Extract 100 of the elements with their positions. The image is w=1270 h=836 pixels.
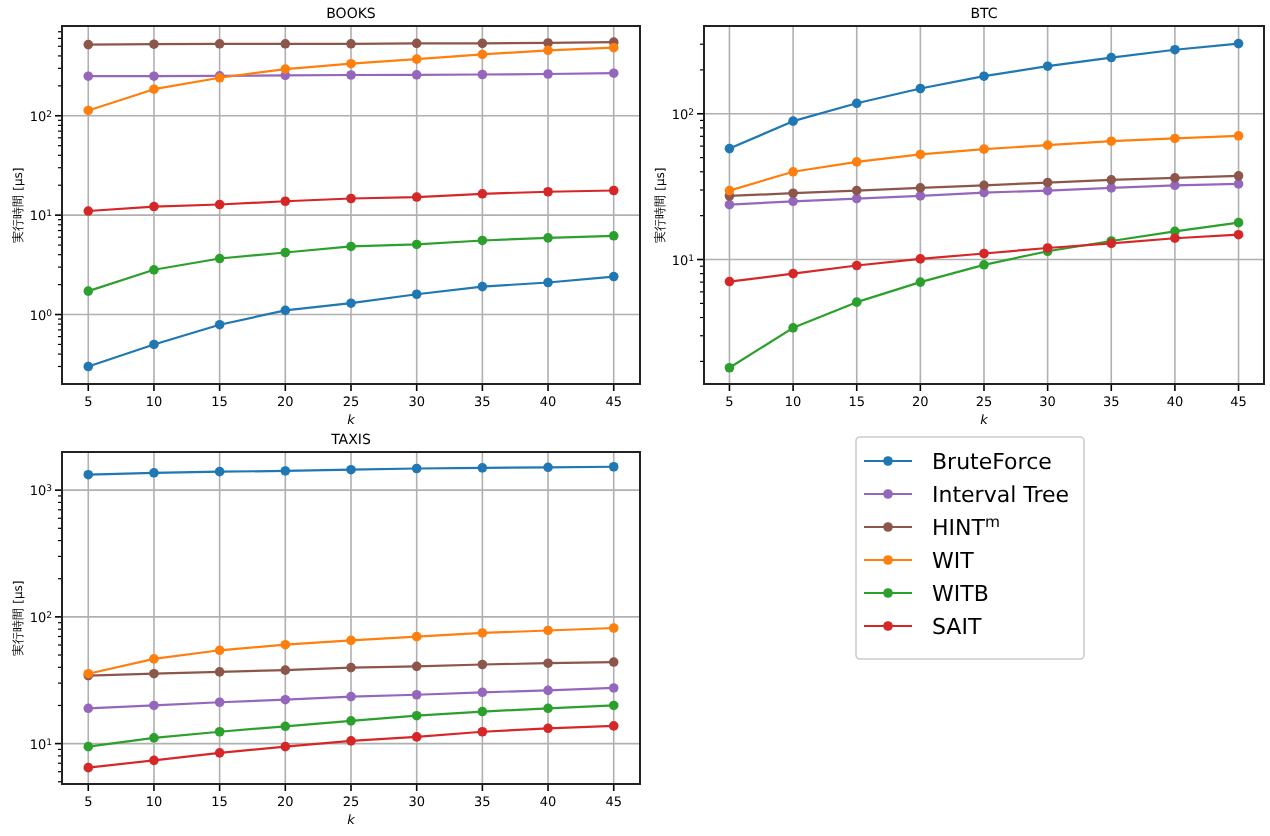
point	[83, 286, 94, 296]
point	[724, 199, 735, 210]
point	[851, 297, 862, 307]
point	[149, 264, 159, 275]
point	[1170, 173, 1180, 183]
point	[1042, 140, 1053, 150]
point	[543, 723, 553, 734]
point	[83, 206, 94, 216]
point	[214, 667, 225, 677]
point	[608, 185, 619, 196]
point	[411, 631, 422, 642]
point	[83, 741, 94, 752]
point	[280, 38, 291, 49]
point	[477, 49, 488, 60]
point	[411, 192, 422, 202]
point	[788, 268, 798, 279]
point	[608, 700, 619, 711]
point	[214, 697, 225, 708]
point	[83, 469, 94, 480]
point	[608, 68, 619, 78]
point	[214, 748, 225, 758]
point	[280, 305, 291, 316]
point	[543, 658, 553, 668]
point	[477, 659, 488, 670]
point	[608, 42, 619, 53]
point	[346, 691, 356, 702]
point	[477, 69, 488, 80]
point	[543, 462, 553, 473]
point	[608, 623, 619, 633]
point	[346, 38, 356, 49]
point	[1106, 175, 1117, 185]
point	[1106, 52, 1117, 63]
point	[214, 319, 225, 330]
point	[477, 726, 488, 737]
point	[83, 71, 94, 82]
point	[411, 463, 422, 474]
point	[346, 716, 356, 726]
point	[149, 654, 159, 664]
point	[280, 466, 291, 476]
point	[149, 339, 159, 350]
point	[411, 689, 422, 700]
point	[788, 166, 798, 177]
point	[214, 253, 225, 264]
point	[979, 248, 989, 259]
point	[214, 199, 225, 210]
point	[346, 736, 356, 746]
point	[788, 323, 798, 333]
point	[280, 247, 291, 258]
legend-label: WITB	[932, 581, 989, 607]
point	[608, 657, 619, 667]
point	[915, 277, 926, 287]
point	[608, 721, 619, 731]
point	[83, 105, 94, 116]
point	[1042, 177, 1053, 188]
point	[1233, 171, 1244, 181]
point	[788, 196, 798, 207]
point	[979, 180, 989, 191]
point	[411, 710, 422, 721]
point	[280, 196, 291, 207]
point	[214, 466, 225, 477]
point	[724, 185, 735, 196]
point	[543, 45, 553, 56]
point	[346, 662, 356, 673]
point	[477, 188, 488, 199]
point	[411, 38, 422, 49]
point	[149, 84, 159, 94]
point	[214, 726, 225, 737]
point	[83, 361, 94, 372]
point	[346, 193, 356, 204]
point	[149, 39, 159, 49]
point	[851, 157, 862, 167]
point	[83, 762, 94, 773]
legend-label: WIT	[932, 548, 975, 574]
point	[543, 233, 553, 243]
point	[788, 188, 798, 199]
point	[346, 241, 356, 252]
point	[724, 276, 735, 287]
point	[915, 183, 926, 193]
point	[1042, 61, 1053, 71]
point	[214, 645, 225, 656]
point	[83, 39, 94, 50]
point	[915, 254, 926, 264]
point	[851, 185, 862, 196]
point	[411, 54, 422, 64]
point	[724, 362, 735, 373]
point	[280, 694, 291, 705]
point	[1106, 183, 1117, 193]
point	[214, 38, 225, 49]
point	[543, 69, 553, 79]
point	[411, 732, 422, 742]
point	[1233, 38, 1244, 49]
point	[280, 741, 291, 752]
point	[608, 230, 619, 241]
point	[346, 298, 356, 309]
point	[1233, 131, 1244, 141]
point	[83, 703, 94, 714]
point	[411, 289, 422, 300]
point	[149, 755, 159, 766]
point	[608, 271, 619, 282]
point	[280, 64, 291, 74]
